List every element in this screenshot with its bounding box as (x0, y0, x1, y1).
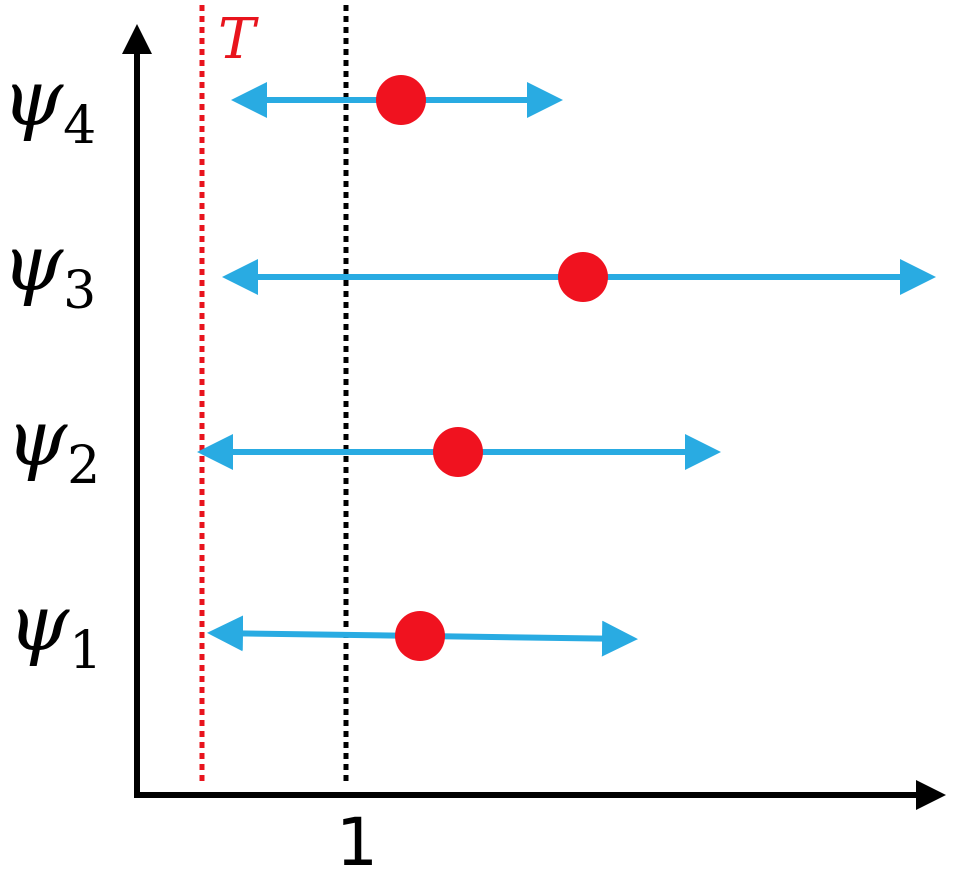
row-label: ψ1 (8, 579, 102, 681)
threshold-label: T (218, 7, 259, 72)
symbol: ψ (2, 54, 64, 144)
row: ψ2 (6, 394, 721, 496)
symbol: ψ (2, 219, 64, 309)
x-tick-label: 1 (336, 804, 378, 870)
row-label: ψ4 (2, 54, 96, 156)
estimate (395, 611, 445, 661)
row-label: ψ3 (2, 219, 96, 321)
subscript: 3 (63, 261, 96, 321)
subscript: 1 (69, 621, 102, 681)
subscript: 4 (63, 96, 96, 156)
subscript: 2 (67, 436, 100, 496)
symbol: ψ (6, 394, 68, 484)
estimate (376, 75, 426, 125)
estimate (558, 252, 608, 302)
row: ψ1 (8, 579, 638, 681)
row-label: ψ2 (6, 394, 100, 496)
estimate (433, 427, 483, 477)
symbol: ψ (8, 579, 70, 669)
row: ψ4 (2, 54, 563, 156)
row: ψ3 (2, 219, 936, 321)
